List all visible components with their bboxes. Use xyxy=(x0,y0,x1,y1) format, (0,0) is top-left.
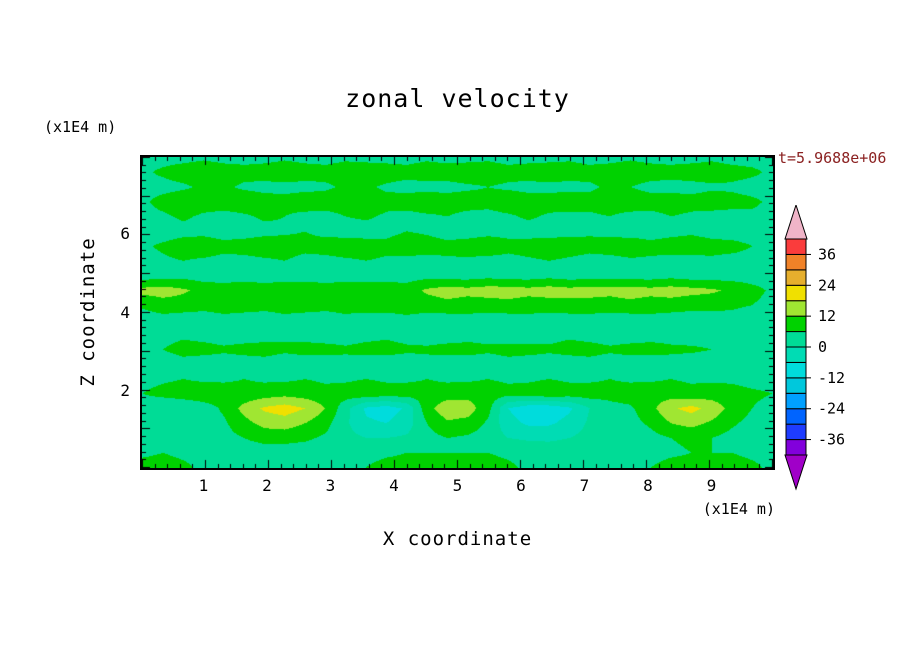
x-tick-label: 6 xyxy=(516,476,526,495)
colorbar-tick-label: -36 xyxy=(818,431,845,449)
colorbar-tick-label: 24 xyxy=(818,276,836,294)
y-axis-unit-label: (x1E4 m) xyxy=(44,118,117,136)
colorbar-tick-label: -24 xyxy=(818,400,845,418)
x-tick-label: 9 xyxy=(706,476,717,495)
x-tick-label: 3 xyxy=(325,476,336,495)
colorbar-tick-label: 0 xyxy=(818,338,827,356)
y-tick-label: 6 xyxy=(120,223,130,243)
x-tick-label: 8 xyxy=(643,476,653,495)
x-axis-label: X coordinate xyxy=(382,528,533,550)
y-axis-label: Z coordinate xyxy=(77,237,99,387)
contour-field-canvas xyxy=(142,157,773,468)
x-tick-label: 4 xyxy=(389,476,399,495)
time-stamp-label: t=5.9688e+06 xyxy=(778,149,887,167)
colorbar-tick-label: -12 xyxy=(818,369,845,387)
y-tick-label: 4 xyxy=(120,302,130,322)
colorbar-segment xyxy=(785,238,807,255)
x-axis-unit-label: (x1E4 m) xyxy=(702,500,775,518)
x-tick-label: 2 xyxy=(262,476,272,495)
colorbar-segment xyxy=(785,315,807,333)
colorbar-segment xyxy=(785,361,807,379)
colorbar-tick-label: 36 xyxy=(818,245,836,263)
x-tick-label: 7 xyxy=(579,476,590,495)
colorbar-segment xyxy=(785,269,807,286)
colorbar-segment xyxy=(785,423,807,441)
colorbar-tick-label: 12 xyxy=(818,307,836,325)
colorbar-segment xyxy=(785,377,807,394)
colorbar-segment xyxy=(785,284,807,302)
colorbar: 36 24 12 0 -12 -24 -36 xyxy=(780,203,904,505)
y-tick-label: 2 xyxy=(120,381,130,401)
colorbar-segment xyxy=(785,408,807,425)
plot-area-frame xyxy=(140,155,775,470)
colorbar-segment xyxy=(785,346,807,363)
colorbar-arrow-down xyxy=(784,454,808,491)
colorbar-segment xyxy=(785,439,807,456)
plot-title: zonal velocity xyxy=(345,84,570,113)
colorbar-segment xyxy=(785,253,807,271)
x-tick-label: 5 xyxy=(452,476,463,495)
colorbar-segment xyxy=(785,300,807,317)
colorbar-segment xyxy=(785,392,807,410)
x-tick-label: 1 xyxy=(198,476,209,495)
colorbar-segment xyxy=(785,331,807,348)
colorbar-arrow-up xyxy=(784,203,808,240)
